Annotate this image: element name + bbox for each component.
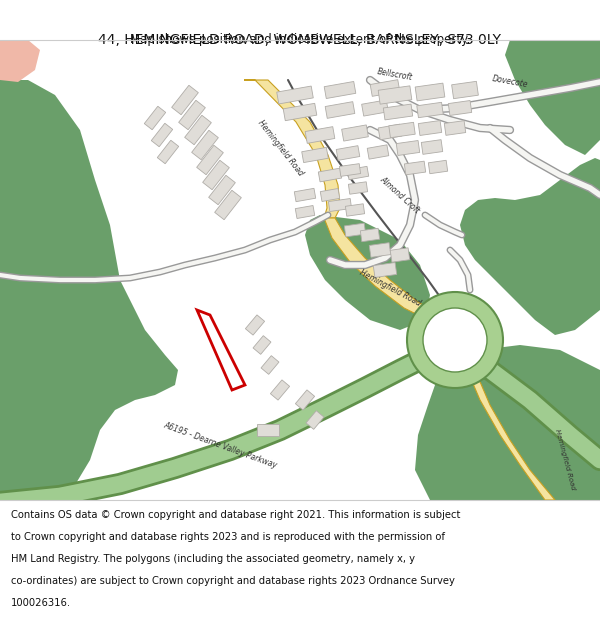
Bar xyxy=(378,86,412,104)
Bar xyxy=(257,424,279,436)
Bar xyxy=(172,85,199,115)
Bar xyxy=(197,145,223,175)
Bar xyxy=(417,102,443,118)
Bar xyxy=(341,125,368,141)
Polygon shape xyxy=(324,218,460,340)
Bar xyxy=(277,86,313,104)
Text: to Crown copyright and database rights 2023 and is reproduced with the permissio: to Crown copyright and database rights 2… xyxy=(11,532,445,542)
Bar xyxy=(367,145,389,159)
Bar xyxy=(185,115,211,145)
Polygon shape xyxy=(415,345,600,500)
Circle shape xyxy=(423,308,487,372)
Bar xyxy=(328,199,352,211)
Polygon shape xyxy=(244,80,340,218)
Bar xyxy=(383,104,413,120)
Polygon shape xyxy=(460,158,600,335)
Bar xyxy=(261,356,279,374)
Polygon shape xyxy=(452,340,555,500)
Bar xyxy=(428,160,448,174)
Bar xyxy=(318,168,342,182)
Bar xyxy=(271,380,290,400)
Bar xyxy=(370,79,400,96)
Polygon shape xyxy=(0,40,40,82)
Text: Map shows position and indicative extent of the property.: Map shows position and indicative extent… xyxy=(130,34,470,46)
Bar xyxy=(369,242,391,258)
Bar xyxy=(305,127,335,143)
Bar xyxy=(157,140,179,164)
Text: Hemingfield Road: Hemingfield Road xyxy=(358,268,422,308)
Text: Dovecote: Dovecote xyxy=(491,74,529,89)
Bar xyxy=(346,204,365,216)
Bar xyxy=(421,139,443,154)
Circle shape xyxy=(407,292,503,388)
Bar xyxy=(191,130,218,160)
Bar xyxy=(390,248,410,262)
Bar xyxy=(415,83,445,101)
Bar xyxy=(325,102,355,118)
Bar xyxy=(320,189,340,201)
Text: 44, HEMINGFIELD ROAD, WOMBWELL, BARNSLEY, S73 0LY: 44, HEMINGFIELD ROAD, WOMBWELL, BARNSLEY… xyxy=(98,33,502,47)
Bar xyxy=(245,315,265,335)
Bar xyxy=(344,223,365,237)
Bar xyxy=(306,411,324,429)
Bar xyxy=(253,336,271,354)
Bar xyxy=(209,175,235,205)
Bar xyxy=(203,160,229,190)
Polygon shape xyxy=(0,80,178,500)
Bar xyxy=(404,161,425,175)
Bar xyxy=(283,103,317,121)
Text: Almond Croft: Almond Croft xyxy=(379,175,422,215)
Text: A6195 - Dearne Valley Parkway: A6195 - Dearne Valley Parkway xyxy=(162,420,278,470)
Bar xyxy=(295,206,315,219)
Text: Bellscroft: Bellscroft xyxy=(377,68,413,82)
Text: 100026316.: 100026316. xyxy=(11,598,71,608)
Bar xyxy=(378,124,402,140)
Bar xyxy=(448,101,472,116)
Bar xyxy=(418,121,442,136)
Bar xyxy=(349,182,368,194)
Bar xyxy=(179,100,205,130)
Text: Contains OS data © Crown copyright and database right 2021. This information is : Contains OS data © Crown copyright and d… xyxy=(11,510,460,520)
Bar xyxy=(144,106,166,130)
Bar xyxy=(373,262,397,278)
Bar xyxy=(295,390,314,410)
Bar xyxy=(362,100,388,116)
Bar xyxy=(361,228,380,242)
Text: Hemingfield Road: Hemingfield Road xyxy=(256,118,304,178)
Bar xyxy=(389,122,415,138)
Bar xyxy=(302,148,328,162)
Bar xyxy=(294,188,316,202)
Bar xyxy=(151,123,173,147)
Polygon shape xyxy=(305,215,430,330)
Text: co-ordinates) are subject to Crown copyright and database rights 2023 Ordnance S: co-ordinates) are subject to Crown copyr… xyxy=(11,576,455,586)
Polygon shape xyxy=(0,40,30,70)
Text: Hemingfield Road: Hemingfield Road xyxy=(554,429,576,491)
Polygon shape xyxy=(505,40,600,155)
Bar xyxy=(444,121,466,136)
Bar xyxy=(452,81,478,99)
Bar xyxy=(347,166,369,179)
Bar xyxy=(336,146,360,161)
Bar xyxy=(324,81,356,99)
Bar xyxy=(215,190,241,220)
Text: HM Land Registry. The polygons (including the associated geometry, namely x, y: HM Land Registry. The polygons (includin… xyxy=(11,554,415,564)
Bar xyxy=(396,141,420,156)
Bar xyxy=(340,164,361,176)
